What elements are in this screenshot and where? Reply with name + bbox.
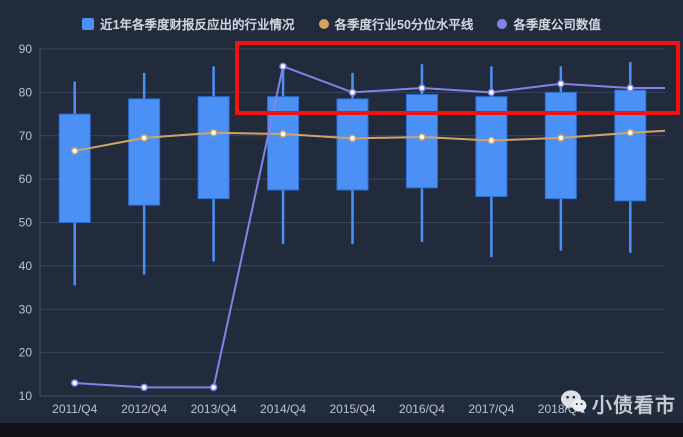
median-point-0[interactable] [70, 147, 79, 155]
watermark-text: 小债看市 [592, 395, 676, 417]
candlestick-2014-Q4[interactable] [267, 66, 300, 245]
count-point-8[interactable] [626, 84, 635, 92]
count-point-3[interactable] [279, 62, 287, 71]
candlestick-2011-Q4[interactable] [58, 81, 91, 286]
candle-box [58, 113, 91, 223]
annotation-rect [235, 41, 680, 115]
y-axis-label: 60 [19, 172, 33, 186]
legend-marker-circle [497, 18, 508, 29]
candle-box [128, 98, 161, 206]
legend-label: 各季度公司数值 [513, 18, 601, 32]
legend-item-0[interactable]: 近1年各季度财报反应出的行业情况 [82, 14, 295, 33]
count-point-0[interactable] [70, 379, 79, 387]
y-axis-label: 80 [19, 85, 33, 99]
candlestick-[interactable] [614, 62, 647, 253]
candlestick-2012-Q4[interactable] [128, 72, 161, 275]
median-point-1[interactable] [140, 134, 148, 142]
candle-box [544, 91, 577, 200]
median-point-7[interactable] [557, 134, 565, 142]
candle-box [267, 96, 300, 191]
x-axis-label: 2015/Q4 [329, 402, 375, 416]
x-axis-label: 2014/Q4 [260, 402, 306, 416]
count-line [74, 65, 665, 389]
median-point-5[interactable] [418, 133, 426, 141]
count-point-5[interactable] [418, 84, 426, 92]
candlestick-2016-Q4[interactable] [405, 64, 438, 243]
legend-label: 近1年各季度财报反应出的行业情况 [100, 18, 295, 32]
count-point-6[interactable] [487, 88, 496, 97]
legend-label: 各季度行业50分位水平线 [334, 18, 474, 32]
candlestick-2015-Q4[interactable] [336, 72, 369, 245]
chart-legend: 近1年各季度财报反应出的行业情况 各季度行业50分位水平线 各季度公司数值 [0, 14, 683, 33]
legend-item-2[interactable]: 各季度公司数值 [497, 14, 601, 33]
y-axis-label: 30 [19, 302, 33, 316]
footer-bar [0, 423, 683, 437]
x-axis-label: 2016/Q4 [399, 402, 445, 416]
candle-box [405, 94, 438, 189]
x-axis-label: 2012/Q4 [121, 402, 167, 416]
watermark: 小债看市 [560, 389, 676, 418]
median-point-4[interactable] [348, 134, 357, 143]
median-line [74, 129, 666, 152]
legend-marker-square [82, 17, 95, 30]
candle-box [614, 89, 647, 202]
x-axis-label: 2017/Q4 [468, 402, 514, 416]
wechat-icon [560, 390, 587, 416]
count-point-4[interactable] [348, 88, 357, 97]
x-axis-label: 2013/Q4 [191, 402, 237, 416]
count-point-2[interactable] [209, 383, 218, 392]
median-point-2[interactable] [209, 128, 218, 137]
y-axis-label: 90 [19, 42, 33, 56]
y-axis-label: 10 [19, 389, 33, 403]
median-point-3[interactable] [279, 130, 287, 138]
count-point-7[interactable] [557, 79, 565, 88]
legend-item-1[interactable]: 各季度行业50分位水平线 [318, 14, 474, 33]
y-axis-label: 20 [19, 346, 33, 360]
count-point-1[interactable] [140, 383, 148, 392]
median-point-6[interactable] [487, 136, 496, 145]
legend-marker-circle [318, 18, 329, 29]
candlestick-2013-Q4[interactable] [197, 66, 230, 262]
y-axis-label: 50 [19, 216, 33, 230]
median-point-8[interactable] [626, 128, 635, 137]
candle-box [197, 96, 230, 200]
candlestick-2018-Q4[interactable] [544, 66, 577, 251]
x-axis-label: 2011/Q4 [52, 402, 97, 416]
y-axis-label: 70 [19, 129, 33, 143]
y-axis-label: 40 [19, 259, 33, 273]
